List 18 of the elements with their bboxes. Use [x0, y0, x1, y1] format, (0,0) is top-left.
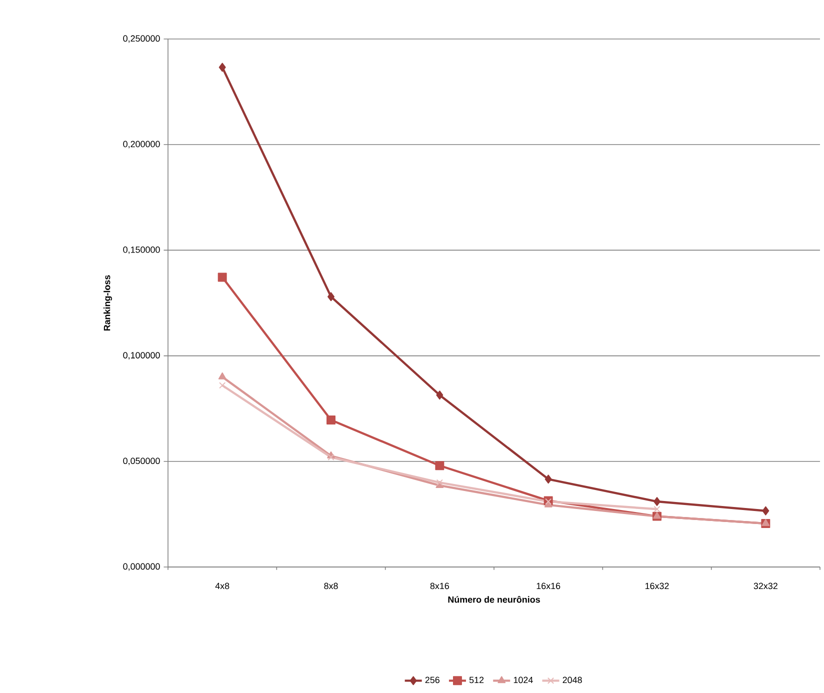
legend-label: 256 — [425, 676, 440, 684]
x-tick-label: 4x8 — [215, 582, 230, 590]
y-tick-label: 0,000000 — [123, 563, 160, 571]
y-tick-label: 0,100000 — [123, 352, 160, 360]
legend-label: 2048 — [562, 676, 582, 684]
y-tick-label: 0,200000 — [123, 140, 160, 148]
x-tick-label: 8x16 — [430, 582, 449, 590]
legend-label: 1024 — [514, 676, 533, 684]
x-tick-label: 16x32 — [645, 582, 669, 590]
y-tick-label: 0,150000 — [123, 246, 160, 254]
legend-label: 512 — [469, 676, 484, 684]
x-axis-title: Número de neurônios — [448, 596, 540, 603]
x-tick-label: 8x8 — [324, 582, 338, 590]
y-tick-label: 0,050000 — [123, 458, 160, 466]
x-tick-label: 16x16 — [536, 582, 560, 590]
y-tick-label: 0,250000 — [123, 35, 160, 43]
y-axis-title: Ranking-loss — [104, 275, 112, 331]
x-tick-label: 32x32 — [754, 582, 778, 590]
